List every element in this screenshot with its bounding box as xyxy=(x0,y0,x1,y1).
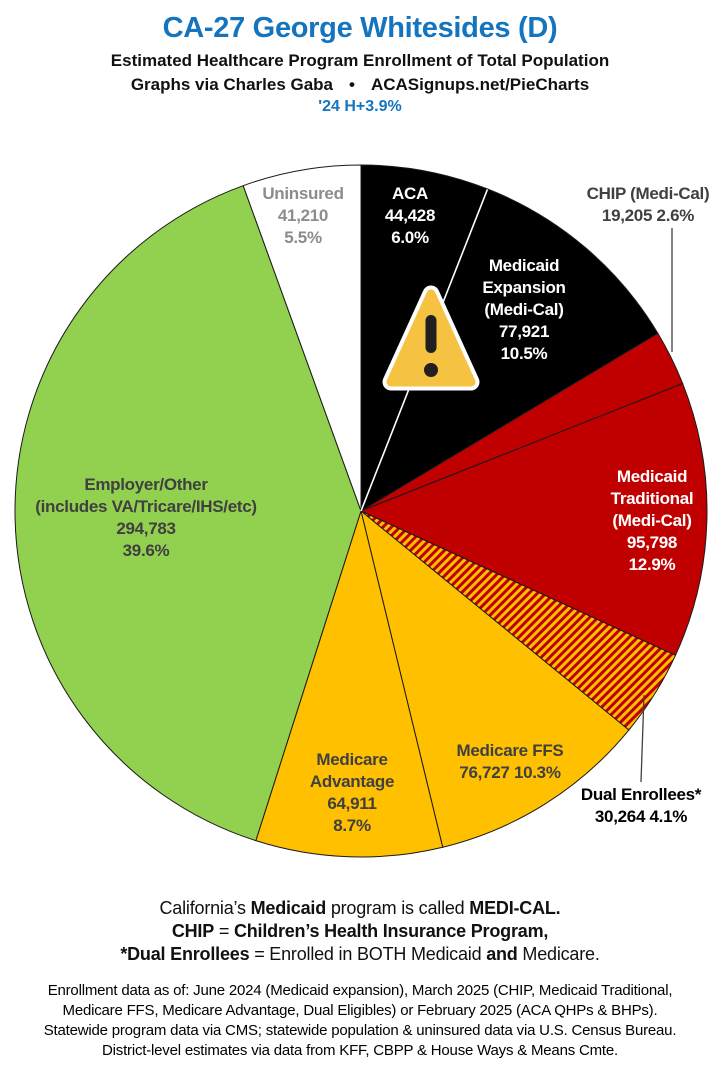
footer-line: Enrollment data as of: June 2024 (Medica… xyxy=(47,982,673,999)
attribution-line: Graphs via Charles Gaba • ACASignups.net… xyxy=(0,75,720,95)
pie-slice-medicaid-traditional xyxy=(359,382,708,657)
page-title: CA-27 George Whitesides (D) xyxy=(162,12,558,44)
note-chip: CHIP = Children’s Health Insurance Progr… xyxy=(171,921,549,941)
pie-slice-employer-other xyxy=(14,185,362,842)
site-text: ACASignups.net/PieCharts xyxy=(370,75,590,94)
footer-line: Medicare FFS, Medicare Advantage, Dual E… xyxy=(62,1002,658,1019)
swing-label: '24 H+3.9% xyxy=(318,98,402,115)
warning-icon xyxy=(382,285,480,391)
footer-line: Statewide program data via CMS; statewid… xyxy=(43,1022,677,1039)
pie-slice-uninsured xyxy=(242,164,362,512)
pie-slice-medicaid-expansion xyxy=(359,188,659,513)
pie-slice-medicare-advantage xyxy=(255,509,444,858)
header: CA-27 George Whitesides (D) Estimated He… xyxy=(0,0,720,116)
footer-line: District-level estimates via data from K… xyxy=(102,1042,618,1059)
note-dual: *Dual Enrollees = Enrolled in BOTH Medic… xyxy=(120,944,600,964)
note-medical: California’s Medicaid program is called … xyxy=(159,898,561,918)
leader-line-dual-enrollees xyxy=(640,694,645,783)
credit-text: Graphs via Charles Gaba xyxy=(130,75,334,94)
pie-slice-medicare-ffs xyxy=(360,509,630,848)
footer: Enrollment data as of: June 2024 (Medica… xyxy=(0,981,720,1061)
subtitle: Estimated Healthcare Program Enrollment … xyxy=(110,51,610,70)
notes: California’s Medicaid program is called … xyxy=(0,897,720,966)
bullet-separator-icon: • xyxy=(349,75,355,94)
